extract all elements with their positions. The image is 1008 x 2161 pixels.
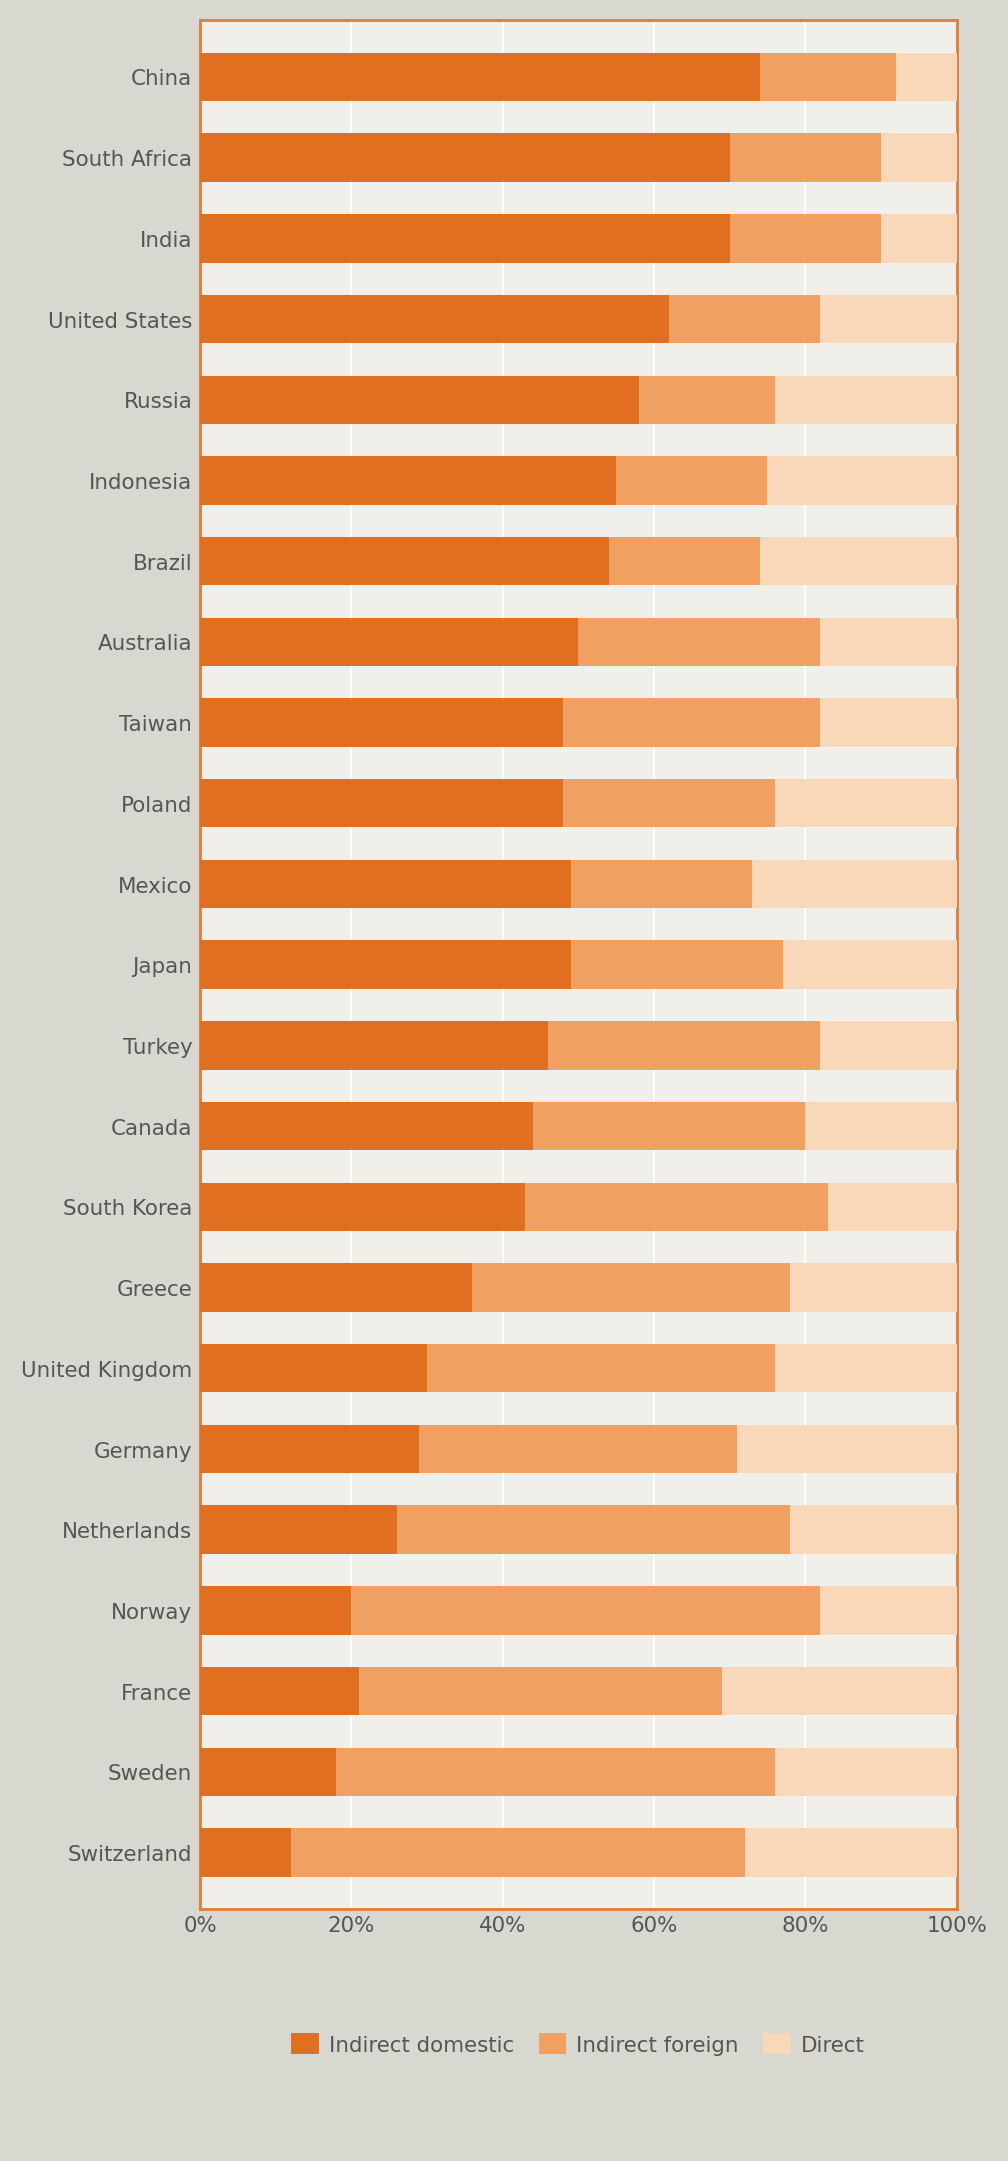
Bar — [563, 780, 775, 828]
Bar — [200, 1748, 337, 1796]
Bar — [639, 376, 775, 424]
Bar — [782, 940, 957, 990]
Bar — [200, 860, 571, 908]
Bar — [200, 940, 571, 990]
Bar — [200, 618, 579, 666]
Bar — [760, 54, 896, 102]
Bar — [881, 214, 957, 264]
Bar — [200, 1022, 548, 1070]
Bar — [200, 1264, 473, 1312]
Bar — [821, 1022, 957, 1070]
Bar — [821, 698, 957, 748]
Bar — [722, 1666, 957, 1716]
Bar — [805, 1102, 957, 1150]
Bar — [767, 456, 957, 506]
Bar — [525, 1182, 828, 1232]
Bar — [571, 860, 752, 908]
Bar — [200, 780, 563, 828]
Bar — [563, 698, 821, 748]
Legend: Indirect domestic, Indirect foreign, Direct: Indirect domestic, Indirect foreign, Dir… — [281, 2023, 875, 2066]
Bar — [571, 940, 782, 990]
Bar — [200, 1344, 427, 1392]
Bar — [200, 698, 563, 748]
Bar — [291, 1828, 745, 1876]
Bar — [200, 1586, 352, 1634]
Bar — [200, 1182, 525, 1232]
Bar — [397, 1506, 790, 1554]
Bar — [427, 1344, 775, 1392]
Bar — [609, 538, 760, 586]
Bar — [548, 1022, 821, 1070]
Bar — [775, 376, 957, 424]
Bar — [745, 1828, 957, 1876]
Bar — [790, 1264, 957, 1312]
Bar — [419, 1424, 737, 1474]
Bar — [828, 1182, 957, 1232]
Bar — [881, 134, 957, 182]
Bar — [200, 1424, 419, 1474]
Bar — [775, 780, 957, 828]
Bar — [579, 618, 821, 666]
Bar — [200, 538, 609, 586]
Bar — [200, 376, 639, 424]
Bar — [669, 296, 821, 344]
Bar — [533, 1102, 805, 1150]
Bar — [200, 296, 669, 344]
Bar — [730, 134, 881, 182]
Bar — [752, 860, 957, 908]
Bar — [775, 1344, 957, 1392]
Bar — [821, 618, 957, 666]
Bar — [730, 214, 881, 264]
Bar — [737, 1424, 957, 1474]
Bar — [200, 1666, 359, 1716]
Bar — [200, 1506, 397, 1554]
Bar — [473, 1264, 790, 1312]
Bar — [200, 1828, 291, 1876]
Bar — [359, 1666, 722, 1716]
Bar — [200, 54, 760, 102]
Bar — [200, 456, 616, 506]
Bar — [790, 1506, 957, 1554]
Bar — [821, 296, 957, 344]
Bar — [200, 1102, 533, 1150]
Bar — [200, 214, 730, 264]
Bar — [337, 1748, 775, 1796]
Bar — [821, 1586, 957, 1634]
Bar — [760, 538, 957, 586]
Bar — [775, 1748, 957, 1796]
Bar — [352, 1586, 821, 1634]
Bar — [200, 134, 730, 182]
Bar — [616, 456, 767, 506]
Bar — [896, 54, 957, 102]
